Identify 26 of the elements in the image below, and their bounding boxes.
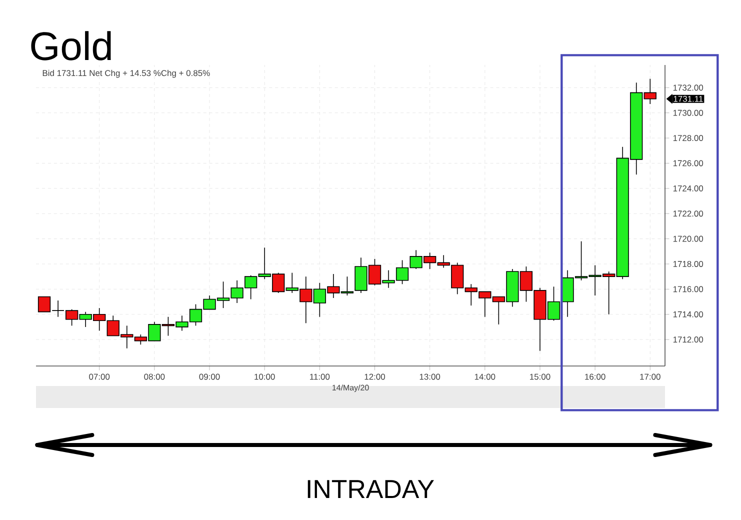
chart-title: Gold xyxy=(31,31,111,60)
text: Bid 1731.11 Net Chg + 14.53 %Chg + 0.85% xyxy=(42,70,210,78)
y-tick-label: 1732.00 xyxy=(673,84,704,91)
y-tick-label: 1712.00 xyxy=(673,336,704,343)
x-tick-label: 11:00 xyxy=(310,374,330,380)
x-tick-label: 17:00 xyxy=(640,374,660,380)
x-tick-label: 12:00 xyxy=(364,374,385,380)
x-tick-label: 13:00 xyxy=(420,374,440,380)
y-tick-label: 1726.00 xyxy=(673,160,704,166)
x-tick-label: 10:00 xyxy=(254,374,275,380)
x-tick-label: 07:00 xyxy=(89,374,110,380)
x-tick-label: 14:00 xyxy=(474,374,496,380)
annotation: 1731.11 xyxy=(674,96,703,102)
y-tick-label: 1722.00 xyxy=(673,210,704,217)
x-tick-label: 08:00 xyxy=(144,374,165,380)
x-tick-label: 15:00 xyxy=(530,374,550,380)
y-tick-label: 1728.00 xyxy=(673,135,704,142)
x-tick-label: 16:00 xyxy=(585,374,606,380)
y-tick-label: 1714.00 xyxy=(673,311,704,318)
x-tick-label: 09:00 xyxy=(199,374,220,380)
y-tick-label: 1724.00 xyxy=(673,185,704,192)
text: INTRADAY xyxy=(308,480,434,498)
y-tick-label: 1718.00 xyxy=(673,260,704,267)
y-tick-label: 1730.00 xyxy=(673,110,704,116)
y-tick-label: 1716.00 xyxy=(673,286,704,292)
y-tick-label: 1720.00 xyxy=(673,236,704,242)
